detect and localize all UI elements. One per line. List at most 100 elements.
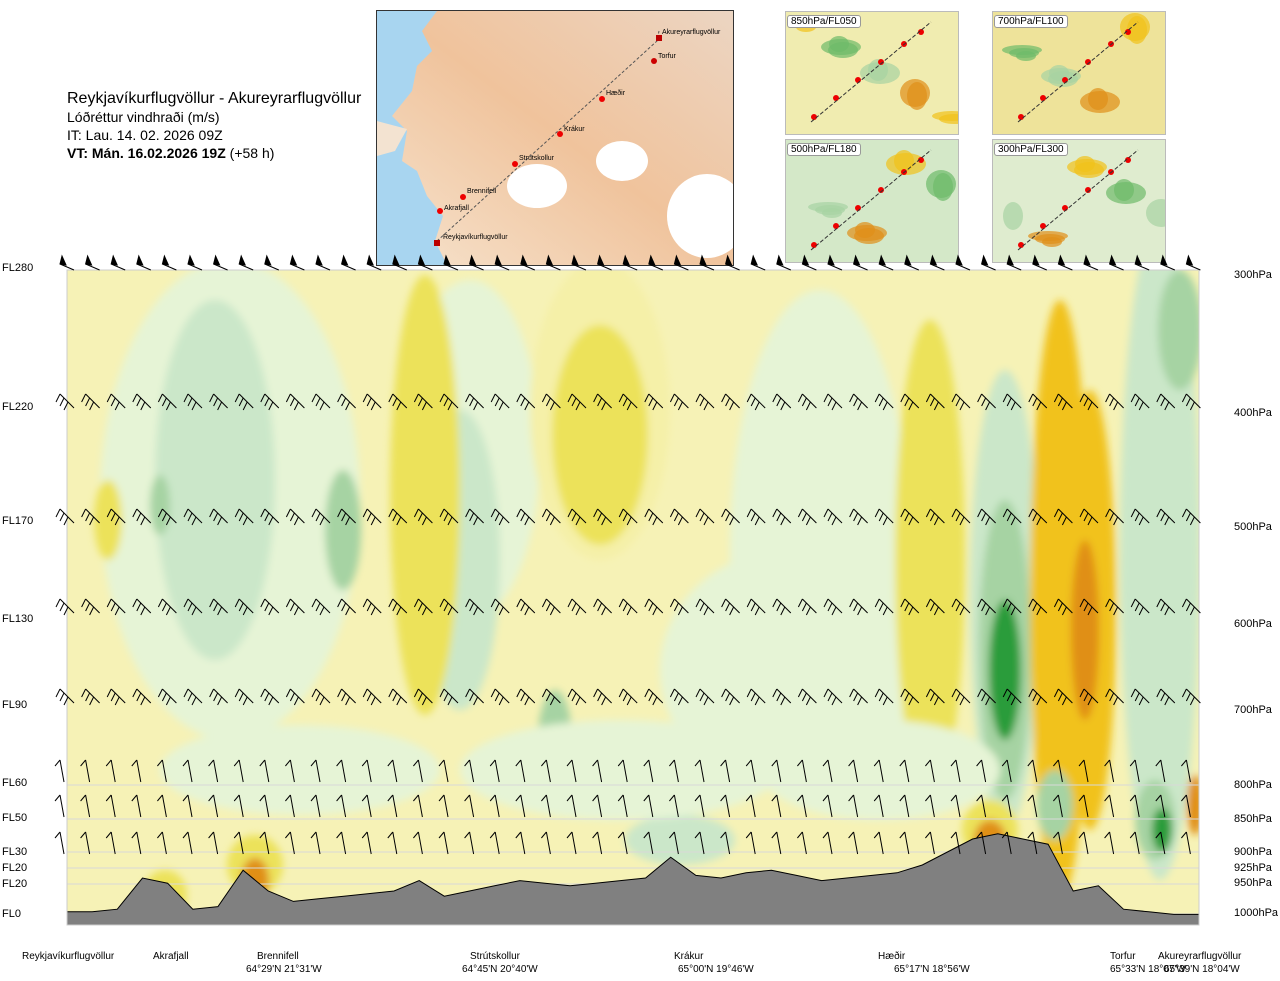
wind-barb [1032, 254, 1047, 271]
wind-barb [157, 759, 167, 783]
level-map-field [1088, 88, 1108, 110]
wind-barb [443, 254, 459, 271]
wind-barb [950, 759, 961, 783]
wind-barb [1027, 794, 1038, 818]
location-coord: 65°00'N 19°46'W [678, 964, 754, 975]
wind-barb [771, 831, 782, 855]
wind-field-cell [1071, 540, 1099, 720]
wind-barb [490, 508, 510, 526]
wind-barb [1053, 598, 1073, 616]
wind-barb [515, 831, 526, 855]
wind-field-cell [1120, 270, 1199, 880]
level-map-field [1049, 65, 1069, 81]
wind-barb [157, 688, 177, 706]
wind-barb [900, 688, 920, 706]
wind-barb [361, 759, 372, 783]
wind-barb [80, 794, 91, 818]
wind-barb [106, 598, 126, 616]
wind-barb [413, 688, 433, 706]
wind-barb [1155, 759, 1166, 783]
wind-barb [1108, 254, 1124, 271]
wind-barb [1104, 794, 1115, 818]
wind-barb [233, 759, 244, 783]
wind-barb [1130, 598, 1150, 616]
location-coord: 64°45'N 20°40'W [462, 964, 538, 975]
wind-barb [132, 688, 152, 706]
wind-barb [336, 831, 347, 855]
level-map-field [932, 111, 958, 121]
map-marker-haedir [599, 96, 605, 102]
wind-barb [545, 254, 561, 271]
level-map-field [926, 170, 956, 198]
wind-barb [925, 598, 945, 616]
fl-label: FL280 [2, 262, 34, 274]
wind-field-cell [1037, 770, 1073, 840]
wind-field-cell [1152, 808, 1172, 852]
wind-barb [1028, 688, 1048, 706]
wind-barb [106, 508, 126, 526]
level-map-field [829, 36, 849, 52]
wind-barb [285, 759, 295, 783]
wind-barb [745, 831, 756, 855]
wind-barb [669, 598, 689, 616]
wind-barb [285, 598, 305, 616]
wind-barb [925, 393, 945, 411]
wind-barb [362, 688, 382, 706]
wind-barb [1053, 759, 1063, 783]
plot-frame [66, 269, 1200, 926]
wind-barb [878, 254, 894, 271]
level-map-marker [833, 223, 839, 229]
wind-barb [772, 598, 792, 616]
valid-time: VT: Mán. 16.02.2026 19Z [67, 145, 226, 161]
map-label-brennifell: Brennifell [467, 188, 497, 195]
wind-barb [490, 598, 510, 616]
wind-barb [1105, 598, 1124, 616]
wind-barb [520, 254, 535, 271]
wind-barb [310, 759, 321, 783]
wind-barb [489, 794, 500, 818]
wind-barb [387, 794, 398, 818]
map-label-akureyri: Akureyrarflugvöllur [662, 29, 721, 36]
wind-barbs [54, 254, 1201, 855]
wind-barb [1028, 508, 1048, 526]
wind-barb [669, 759, 679, 783]
wind-barb [387, 831, 398, 855]
wind-barb [541, 759, 551, 783]
wind-barb [516, 393, 536, 411]
level-map-field [808, 202, 848, 212]
wind-field-cell [989, 600, 1021, 740]
wind-barb [336, 759, 347, 783]
wind-barb [643, 794, 654, 818]
wind-barb [264, 254, 279, 271]
wind-barb [361, 794, 372, 818]
wind-barb [362, 393, 382, 411]
fl-label: FL90 [2, 699, 28, 711]
wind-barb [592, 759, 603, 783]
wind-barb [55, 688, 75, 706]
location-coord: 65°17'N 18°56'W [894, 964, 970, 975]
wind-barb [1006, 254, 1022, 271]
wind-field-cell [625, 815, 735, 865]
level-map-label: 300hPa/FL300 [994, 143, 1068, 156]
wind-barb [669, 393, 689, 411]
wind-barb [593, 393, 612, 411]
wind-barb [233, 794, 244, 818]
wind-barb [105, 759, 116, 783]
wind-barb [311, 508, 331, 526]
pressure-label: 300hPa [1234, 269, 1272, 281]
wind-barb [772, 688, 792, 706]
wind-barb [822, 794, 833, 818]
wind-barb [618, 688, 638, 706]
level-map-marker [855, 205, 861, 211]
wind-barb [311, 688, 331, 706]
wind-barb [516, 688, 536, 706]
wind-barb [1129, 794, 1140, 818]
wind-barb [439, 598, 459, 616]
map-marker-torfur [651, 58, 657, 64]
wind-barb [131, 794, 142, 818]
wind-barb [1079, 688, 1099, 706]
location-coord: 65°39'N 18°04'W [1164, 964, 1240, 975]
wind-barb [746, 598, 766, 616]
level-map-marker [855, 77, 861, 83]
title-block: Reykjavíkurflugvöllur - Akureyrarflugvöl… [67, 90, 361, 162]
